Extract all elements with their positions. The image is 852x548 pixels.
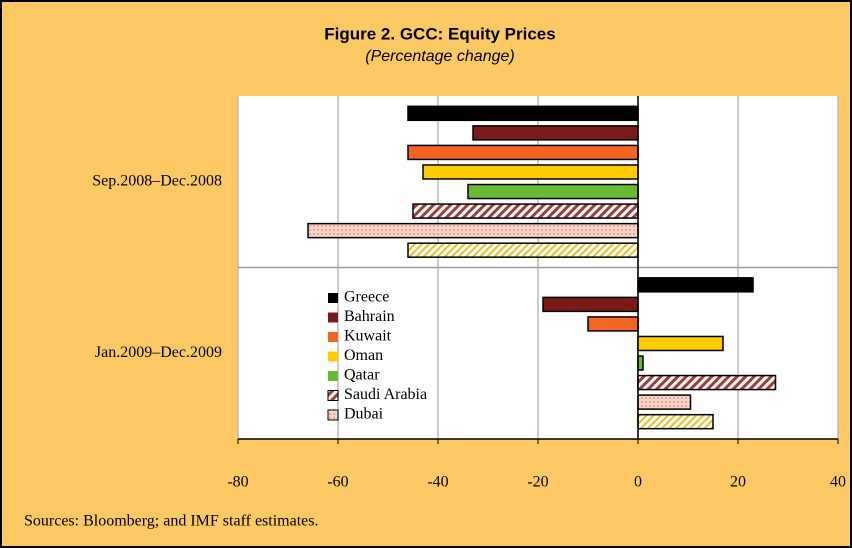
bar — [637, 374, 777, 391]
x-tick-label: 0 — [634, 474, 642, 491]
bar — [307, 222, 639, 239]
bar — [412, 203, 639, 219]
source-note: Sources: Bloomberg; and IMF staff estima… — [24, 513, 318, 530]
legend-swatch — [328, 332, 338, 342]
legend-label: Qatar — [344, 367, 380, 384]
legend-swatch — [327, 409, 339, 421]
chart-title: Figure 2. GCC: Equity Prices — [324, 24, 555, 43]
bar — [637, 335, 724, 352]
bar — [637, 277, 754, 293]
legend-label: Greece — [344, 289, 389, 306]
bar — [542, 296, 639, 313]
x-tick-label: -60 — [327, 474, 348, 491]
legend-label: Saudi Arabia — [344, 386, 427, 403]
bar — [422, 164, 639, 180]
bar — [587, 316, 639, 332]
bar — [407, 242, 639, 258]
x-tick-label: 20 — [730, 474, 746, 491]
legend-swatch — [328, 351, 338, 362]
legend-swatch — [328, 371, 338, 381]
chart-subtitle: (Percentage change) — [365, 48, 514, 65]
bar — [407, 144, 639, 161]
bar — [472, 125, 639, 141]
legend-swatch — [328, 312, 338, 323]
category-label: Jan.2009–Dec.2009 — [95, 344, 222, 361]
legend-label: Dubai — [344, 406, 384, 423]
legend-label: Oman — [344, 347, 383, 364]
category-label: Sep.2008–Dec.2008 — [92, 172, 222, 189]
bar — [467, 183, 639, 200]
bar — [637, 413, 714, 430]
legend-label: Kuwait — [344, 328, 392, 345]
legend-label: Bahrain — [344, 308, 395, 325]
bar — [637, 394, 692, 410]
x-tick-label: -20 — [527, 474, 548, 491]
x-tick-label: -80 — [227, 474, 248, 491]
legend-swatch — [328, 293, 338, 303]
legend-swatch — [327, 390, 339, 401]
bar — [407, 105, 639, 122]
x-tick-label: 40 — [830, 474, 846, 491]
x-tick-label: -40 — [427, 474, 448, 491]
